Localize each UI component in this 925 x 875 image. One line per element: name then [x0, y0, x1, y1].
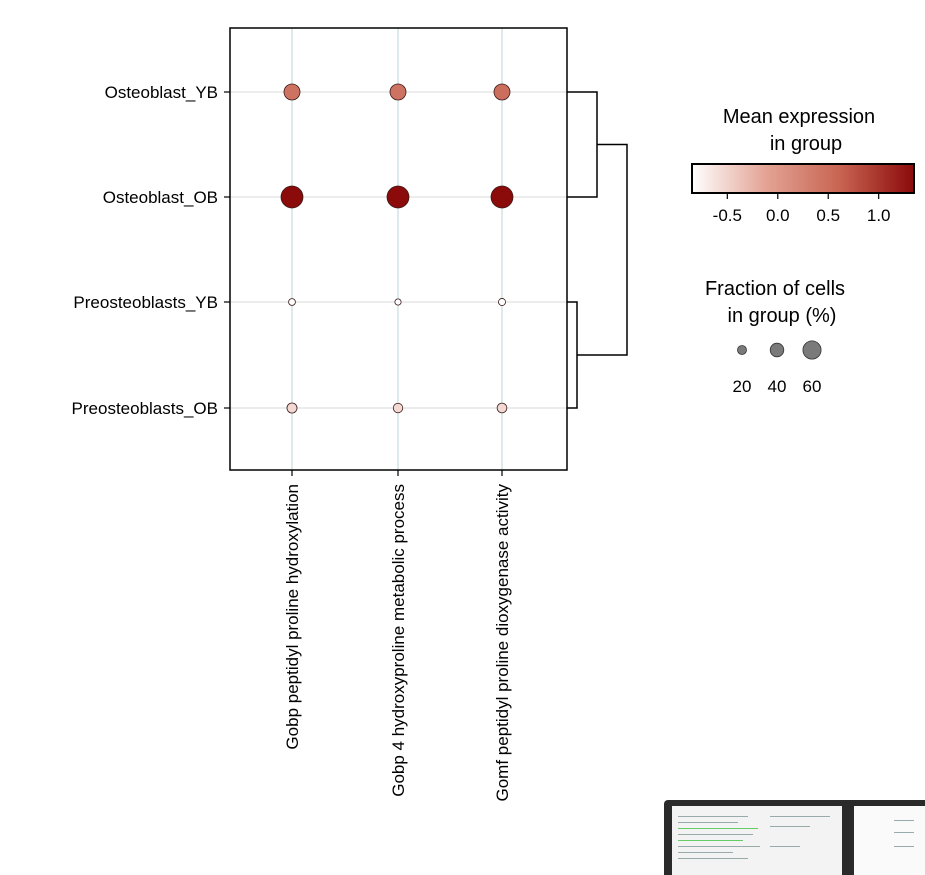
colorbar-tick-label-1: 0.0 [766, 206, 790, 225]
dot-r3-c2 [496, 402, 508, 414]
color-legend: Mean expression in group -0.5 0.0 0.5 1.0 [691, 106, 915, 225]
size-legend-label-0: 20 [733, 377, 752, 396]
taskbar-thumbnail[interactable] [664, 800, 925, 875]
thumbnail-window-secondary [854, 806, 925, 875]
dot-r2-c1 [394, 298, 402, 306]
size-legend-label-2: 60 [803, 377, 822, 396]
dot-r1-c0 [280, 185, 304, 209]
size-legend-dot-2 [802, 340, 822, 360]
colorbar-tick-label-2: 0.5 [816, 206, 840, 225]
dot-r3-c1 [392, 402, 404, 414]
dots [280, 83, 514, 414]
dot-r0-c1 [389, 83, 407, 101]
column-labels: Gobp peptidyl proline hydroxylation Gobp … [283, 470, 512, 802]
row-label-2: Preosteoblasts_YB [73, 293, 218, 312]
color-legend-title-line2: in group [770, 133, 842, 155]
row-labels: Osteoblast_YB Osteoblast_OB Preosteoblasts… [72, 83, 230, 418]
dot-r0-c0 [283, 83, 301, 101]
colorbar [691, 163, 915, 194]
dendrogram-branch-preosteoblast [567, 301, 578, 409]
column-label-1: Gobp 4 hydroxyproline metabolic process [389, 484, 408, 797]
color-legend-title-line1: Mean expression [723, 106, 875, 128]
dendrogram-branch-osteoblast [567, 91, 598, 198]
dot-r1-c2 [490, 185, 514, 209]
row-label-3: Preosteoblasts_OB [72, 399, 218, 418]
size-legend: Fraction of cells in group (%) 20 40 60 [705, 278, 845, 396]
row-label-1: Osteoblast_OB [103, 188, 218, 207]
thumbnail-window-main [672, 806, 842, 875]
size-legend-title-line2: in group (%) [728, 305, 837, 327]
colorbar-tick-label-0: -0.5 [713, 206, 742, 225]
size-legend-label-1: 40 [768, 377, 787, 396]
size-legend-items: 20 40 60 [733, 340, 822, 396]
dot-r2-c2 [498, 298, 506, 306]
size-legend-dot-0 [737, 345, 747, 355]
column-label-2: Gomf peptidyl proline dioxygenase activi… [493, 484, 512, 802]
column-label-0: Gobp peptidyl proline hydroxylation [283, 484, 302, 750]
size-legend-title-line1: Fraction of cells [705, 278, 845, 300]
dot-r2-c0 [288, 298, 296, 306]
dendrogram-root [577, 143, 628, 356]
row-label-0: Osteoblast_YB [105, 83, 218, 102]
size-legend-dot-1 [769, 342, 785, 358]
dot-r1-c1 [386, 185, 410, 209]
dot-r3-c0 [286, 402, 298, 414]
row-dendrogram [567, 91, 628, 409]
colorbar-tick-label-3: 1.0 [867, 206, 891, 225]
colorbar-ticks: -0.5 0.0 0.5 1.0 [713, 193, 891, 225]
dot-r0-c2 [493, 83, 511, 101]
